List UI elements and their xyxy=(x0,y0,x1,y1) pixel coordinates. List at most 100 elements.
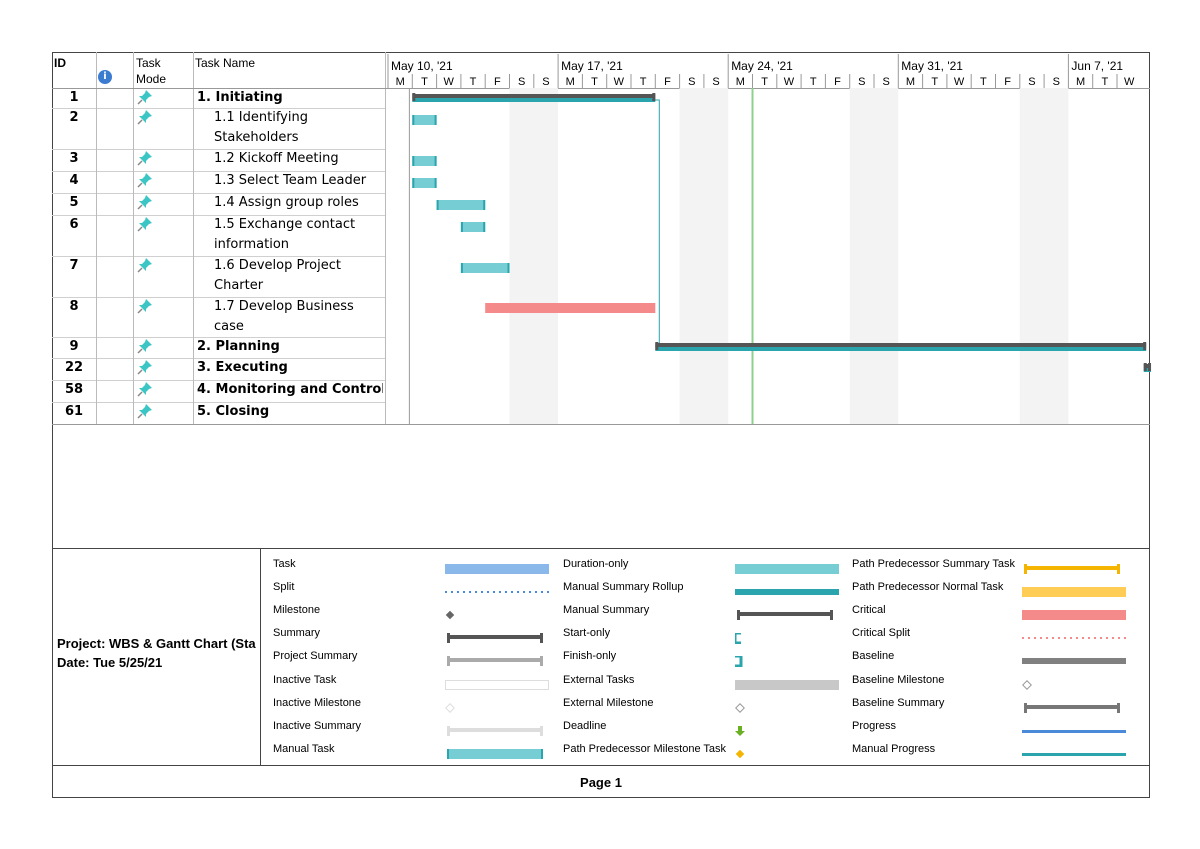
legend-label: Duration-only xyxy=(563,558,629,570)
task-name-cell[interactable]: 4. Monitoring and Controlling xyxy=(197,382,383,397)
task-name-cell[interactable]: 3. Executing xyxy=(197,360,288,375)
week-label: Jun 7, '21 xyxy=(1071,59,1123,73)
week-label: May 17, '21 xyxy=(561,59,623,73)
day-label: T xyxy=(980,76,987,88)
row-divider xyxy=(52,337,385,338)
day-label: S xyxy=(542,76,549,88)
summary-bar xyxy=(1143,364,1152,368)
week-label: May 31, '21 xyxy=(901,59,963,73)
task-name-cell[interactable]: 1. Initiating xyxy=(197,90,283,105)
manual-pin-icon xyxy=(137,257,153,277)
legend-label: Start-only xyxy=(563,627,611,639)
legend-symbol-diamond-icon xyxy=(735,745,841,764)
manual-task-bar xyxy=(412,115,437,125)
task-name-cell[interactable]: 2. Planning xyxy=(197,339,280,354)
summary-bar xyxy=(655,343,1147,347)
day-label: W xyxy=(954,76,965,88)
manual-pin-icon xyxy=(137,403,153,423)
legend-label: Task xyxy=(273,558,296,570)
day-label: F xyxy=(834,76,841,88)
legend-symbol-bar-icon xyxy=(445,560,551,579)
row-divider xyxy=(52,171,385,172)
legend-label: Manual Summary xyxy=(563,604,650,616)
table-bottom-divider xyxy=(52,424,1150,425)
row-divider xyxy=(52,149,385,150)
task-name-cell[interactable]: 5. Closing xyxy=(197,404,270,419)
manual-pin-icon xyxy=(137,172,153,192)
legend-label: External Tasks xyxy=(563,674,635,686)
day-label: T xyxy=(1101,76,1108,88)
summary-rollup-bar xyxy=(1143,368,1152,372)
footer-project: Project: WBS & Gantt Chart (Sta xyxy=(57,636,256,651)
legend-symbol-bar-icon xyxy=(735,560,841,579)
manual-pin-icon xyxy=(137,150,153,170)
task-id: 8 xyxy=(69,299,79,314)
legend-symbol-thin-icon xyxy=(735,583,841,602)
task-name-cell[interactable]: 1.7 Develop Business case xyxy=(214,299,354,334)
summary-start-cap xyxy=(655,342,659,350)
summary-start-cap xyxy=(412,93,416,101)
day-label: F xyxy=(664,76,671,88)
legend-label: Path Predecessor Milestone Task xyxy=(563,743,727,755)
legend-label: Manual Progress xyxy=(852,743,936,755)
legend-symbol-split-icon xyxy=(1022,629,1128,648)
summary-end-cap xyxy=(1143,342,1147,350)
legend-label: External Milestone xyxy=(563,697,654,709)
task-id: 3 xyxy=(69,151,79,166)
column-divider xyxy=(133,52,134,424)
row-divider xyxy=(52,256,385,257)
legend-label: Split xyxy=(273,581,295,593)
legend-symbol-sum-icon xyxy=(1022,699,1128,718)
manual-task-end-cap xyxy=(434,178,437,188)
task-name-cell[interactable]: 1.4 Assign group roles xyxy=(214,195,359,210)
summary-start-cap xyxy=(1143,363,1147,371)
row-divider xyxy=(52,215,385,216)
legend-symbol-arrow-icon xyxy=(735,722,841,741)
manual-pin-icon xyxy=(137,194,153,214)
footer-top-border xyxy=(52,765,1150,766)
legend-symbol-bracketL-icon xyxy=(733,629,841,648)
manual-task-end-cap xyxy=(507,263,510,273)
task-name-cell[interactable]: 1.3 Select Team Leader xyxy=(214,173,367,188)
summary-bar xyxy=(412,94,656,98)
manual-pin-icon xyxy=(137,381,153,401)
legend-label: Critical Split xyxy=(852,627,911,639)
task-id: 5 xyxy=(69,195,79,210)
legend-label: Path Predecessor Normal Task xyxy=(852,581,1004,593)
weekend-shading xyxy=(679,88,729,424)
column-divider xyxy=(193,52,194,424)
task-id: 9 xyxy=(69,339,79,354)
legend-label: Milestone xyxy=(273,604,321,616)
manual-pin-icon xyxy=(137,359,153,379)
task-id: 22 xyxy=(64,360,84,375)
legend-symbol-bar-icon xyxy=(735,676,841,695)
task-name-cell[interactable]: 1.2 Kickoff Meeting xyxy=(214,151,339,166)
day-label: M xyxy=(906,76,915,88)
manual-pin-icon xyxy=(137,298,153,318)
day-label: W xyxy=(1124,76,1135,88)
day-label: T xyxy=(931,76,938,88)
summary-rollup-bar xyxy=(412,98,656,102)
day-label: S xyxy=(882,76,889,88)
row-divider xyxy=(52,297,385,298)
manual-task-bar xyxy=(412,178,437,188)
task-name-cell[interactable]: 1.1 Identifying Stakeholders xyxy=(214,110,308,145)
page-frame xyxy=(52,52,1150,798)
legend-symbol-sum-icon xyxy=(445,629,551,648)
manual-pin-icon xyxy=(137,216,153,236)
task-id: 2 xyxy=(69,110,79,125)
legend-label: Project Summary xyxy=(273,650,358,662)
info-icon[interactable]: i xyxy=(98,70,112,84)
critical-task-bar xyxy=(485,303,656,313)
column-header-task-name[interactable]: Task Name xyxy=(195,56,256,70)
task-id: 7 xyxy=(69,258,79,273)
task-name-cell[interactable]: 1.6 Develop Project Charter xyxy=(214,258,341,293)
column-header-id[interactable]: ID xyxy=(54,56,66,70)
column-header-task-mode[interactable]: Task Mode xyxy=(136,56,167,86)
weekend-shading xyxy=(1019,88,1069,424)
column-divider xyxy=(385,52,386,424)
task-name-cell[interactable]: 1.5 Exchange contact information xyxy=(214,217,356,252)
legend-symbol-sum-icon xyxy=(445,722,551,741)
manual-task-start-cap xyxy=(436,200,439,210)
manual-task-bar xyxy=(460,222,486,232)
